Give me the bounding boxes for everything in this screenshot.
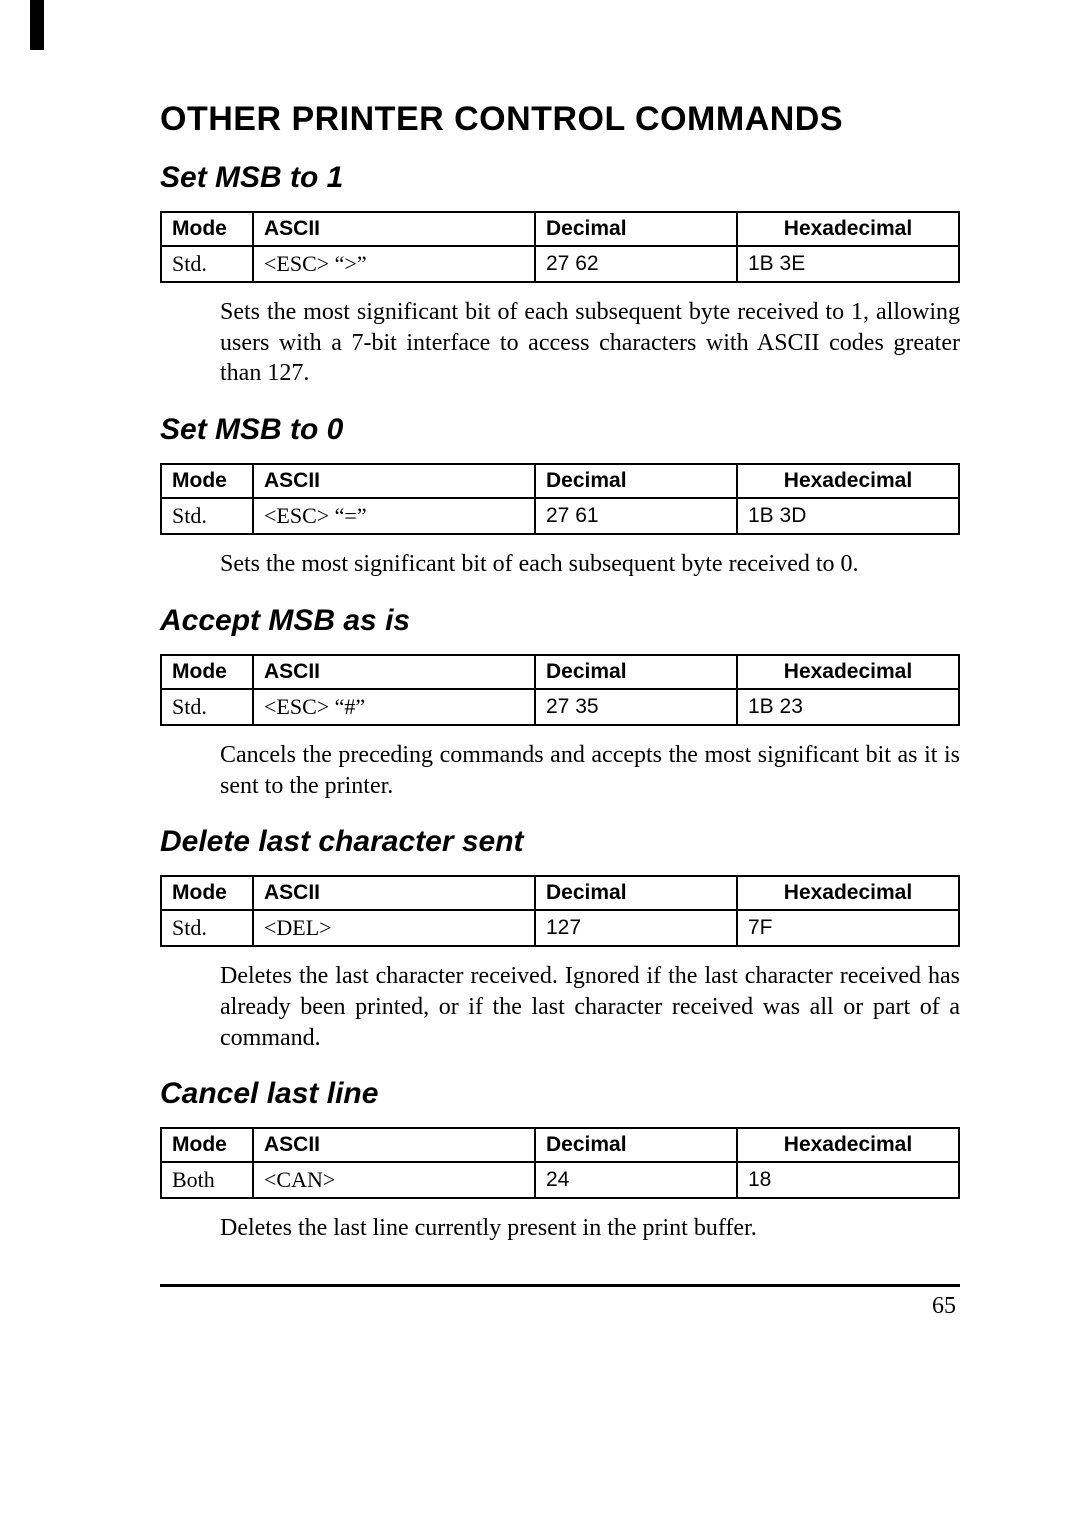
col-hex-header: Hexadecimal: [737, 655, 959, 689]
table-header-row: Mode ASCII Decimal Hexadecimal: [161, 1128, 959, 1162]
command-table: Mode ASCII Decimal Hexadecimal Std. <ESC…: [160, 654, 960, 726]
command-table: Mode ASCII Decimal Hexadecimal Std. <ESC…: [160, 211, 960, 283]
cell-decimal: 27 61: [535, 498, 737, 534]
col-ascii-header: ASCII: [253, 1128, 535, 1162]
cell-hex: 1B 23: [737, 689, 959, 725]
col-decimal-header: Decimal: [535, 655, 737, 689]
col-ascii-header: ASCII: [253, 876, 535, 910]
cell-decimal: 24: [535, 1162, 737, 1198]
cell-ascii: <ESC> “=”: [253, 498, 535, 534]
cell-decimal: 27 62: [535, 246, 737, 282]
page-title: OTHER PRINTER CONTROL COMMANDS: [160, 100, 960, 139]
table-row: Std. <DEL> 127 7F: [161, 910, 959, 946]
section-heading: Set MSB to 1: [160, 161, 960, 195]
col-mode-header: Mode: [161, 464, 253, 498]
table-header-row: Mode ASCII Decimal Hexadecimal: [161, 464, 959, 498]
table-header-row: Mode ASCII Decimal Hexadecimal: [161, 655, 959, 689]
cell-ascii: <ESC> “#”: [253, 689, 535, 725]
scan-mark: [30, 0, 44, 50]
cell-mode: Std.: [161, 689, 253, 725]
cell-ascii: <CAN>: [253, 1162, 535, 1198]
table-row: Std. <ESC> “>” 27 62 1B 3E: [161, 246, 959, 282]
col-decimal-header: Decimal: [535, 212, 737, 246]
section-heading: Set MSB to 0: [160, 413, 960, 447]
section-heading: Cancel last line: [160, 1077, 960, 1111]
col-mode-header: Mode: [161, 655, 253, 689]
cell-ascii: <ESC> “>”: [253, 246, 535, 282]
cell-hex: 1B 3E: [737, 246, 959, 282]
cell-mode: Std.: [161, 910, 253, 946]
table-header-row: Mode ASCII Decimal Hexadecimal: [161, 876, 959, 910]
section-heading: Delete last character sent: [160, 825, 960, 859]
section-heading: Accept MSB as is: [160, 604, 960, 638]
col-ascii-header: ASCII: [253, 212, 535, 246]
page-number: 65: [160, 1293, 960, 1320]
col-hex-header: Hexadecimal: [737, 212, 959, 246]
col-decimal-header: Decimal: [535, 464, 737, 498]
cell-decimal: 27 35: [535, 689, 737, 725]
page: OTHER PRINTER CONTROL COMMANDS Set MSB t…: [0, 0, 1080, 1533]
col-hex-header: Hexadecimal: [737, 876, 959, 910]
col-decimal-header: Decimal: [535, 1128, 737, 1162]
command-table: Mode ASCII Decimal Hexadecimal Both <CAN…: [160, 1127, 960, 1199]
table-row: Std. <ESC> “=” 27 61 1B 3D: [161, 498, 959, 534]
table-row: Std. <ESC> “#” 27 35 1B 23: [161, 689, 959, 725]
col-decimal-header: Decimal: [535, 876, 737, 910]
cell-ascii: <DEL>: [253, 910, 535, 946]
section-description: Deletes the last character received. Ign…: [220, 961, 960, 1053]
cell-mode: Both: [161, 1162, 253, 1198]
section-description: Sets the most significant bit of each su…: [220, 297, 960, 389]
footer-rule: [160, 1284, 960, 1287]
cell-hex: 18: [737, 1162, 959, 1198]
command-table: Mode ASCII Decimal Hexadecimal Std. <ESC…: [160, 463, 960, 535]
col-mode-header: Mode: [161, 1128, 253, 1162]
section-description: Deletes the last line currently present …: [220, 1213, 960, 1244]
col-ascii-header: ASCII: [253, 655, 535, 689]
section-description: Sets the most significant bit of each su…: [220, 549, 960, 580]
table-header-row: Mode ASCII Decimal Hexadecimal: [161, 212, 959, 246]
table-row: Both <CAN> 24 18: [161, 1162, 959, 1198]
cell-mode: Std.: [161, 498, 253, 534]
cell-mode: Std.: [161, 246, 253, 282]
col-mode-header: Mode: [161, 212, 253, 246]
cell-hex: 7F: [737, 910, 959, 946]
cell-decimal: 127: [535, 910, 737, 946]
col-hex-header: Hexadecimal: [737, 1128, 959, 1162]
command-table: Mode ASCII Decimal Hexadecimal Std. <DEL…: [160, 875, 960, 947]
col-mode-header: Mode: [161, 876, 253, 910]
col-hex-header: Hexadecimal: [737, 464, 959, 498]
cell-hex: 1B 3D: [737, 498, 959, 534]
section-description: Cancels the preceding commands and accep…: [220, 740, 960, 801]
col-ascii-header: ASCII: [253, 464, 535, 498]
